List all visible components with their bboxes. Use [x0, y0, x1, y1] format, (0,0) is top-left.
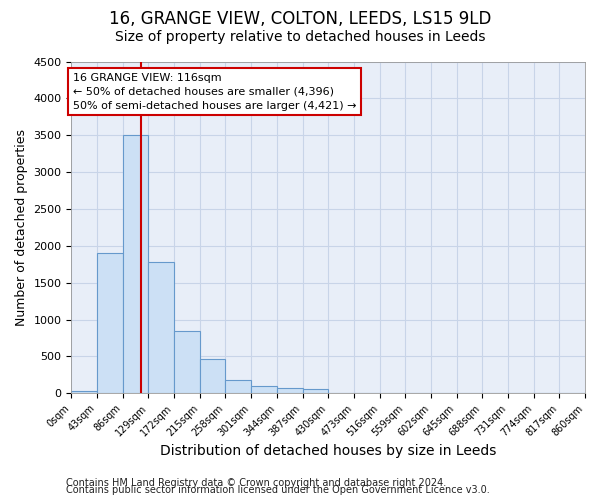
Bar [302, 390, 328, 394]
Text: Contains public sector information licensed under the Open Government Licence v3: Contains public sector information licen… [66, 485, 490, 495]
Bar [277, 388, 302, 394]
Text: 16 GRANGE VIEW: 116sqm
← 50% of detached houses are smaller (4,396)
50% of semi-: 16 GRANGE VIEW: 116sqm ← 50% of detached… [73, 72, 356, 110]
Text: Size of property relative to detached houses in Leeds: Size of property relative to detached ho… [115, 30, 485, 44]
Bar [71, 391, 97, 394]
Text: Contains HM Land Registry data © Crown copyright and database right 2024.: Contains HM Land Registry data © Crown c… [66, 478, 446, 488]
Bar [97, 253, 123, 394]
Bar [226, 380, 251, 394]
Bar [148, 262, 174, 394]
Text: 16, GRANGE VIEW, COLTON, LEEDS, LS15 9LD: 16, GRANGE VIEW, COLTON, LEEDS, LS15 9LD [109, 10, 491, 28]
Bar [251, 386, 277, 394]
Bar [123, 135, 148, 394]
Bar [174, 330, 200, 394]
Y-axis label: Number of detached properties: Number of detached properties [15, 129, 28, 326]
Bar [200, 360, 226, 394]
X-axis label: Distribution of detached houses by size in Leeds: Distribution of detached houses by size … [160, 444, 496, 458]
